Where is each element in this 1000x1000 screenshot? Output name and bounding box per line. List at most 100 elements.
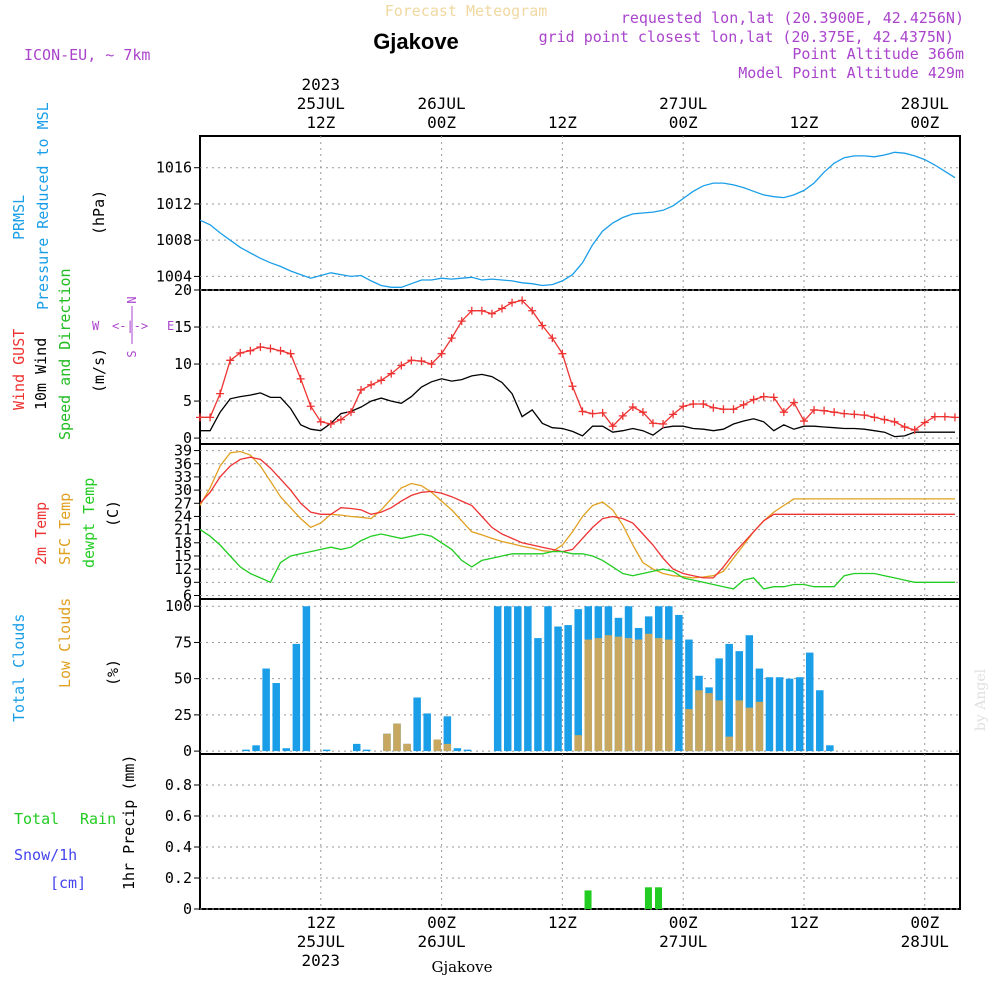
wind-gust-marker	[709, 403, 718, 412]
total-cloud-bar	[322, 749, 331, 752]
total-cloud-bar	[745, 635, 754, 752]
total-cloud-bar	[785, 678, 794, 752]
y-tick-label: 24	[174, 507, 192, 525]
wind-10m-line	[200, 373, 955, 438]
y-tick-label: 9	[183, 573, 192, 591]
wind-gust-marker	[467, 306, 476, 315]
y-tick-label: 1012	[156, 195, 192, 213]
low-cloud-bar	[584, 639, 593, 752]
top-axis-label: 00Z	[427, 113, 456, 132]
wind-gust-marker	[739, 400, 748, 409]
wind-gust-marker	[306, 402, 315, 411]
y-tick-label: 75	[174, 633, 192, 651]
bottom-axis-label: 25JUL	[297, 932, 345, 951]
y-tick-label: 0.6	[165, 807, 192, 825]
wind-gust-marker	[357, 385, 366, 394]
y-tick-label: 5	[183, 392, 192, 410]
wind-gust-marker	[880, 415, 889, 424]
wind-gust-marker	[326, 420, 335, 429]
wind-panel-frame	[199, 289, 961, 445]
y-tick-label: 36	[174, 455, 192, 473]
sfc-temp-line	[199, 450, 955, 579]
y-tick-label: 0	[183, 900, 192, 918]
rain-bar	[584, 890, 592, 909]
total-cloud-bar	[363, 749, 371, 752]
y-tick-label: 18	[174, 534, 192, 552]
low-cloud-bar	[433, 739, 442, 752]
bottom-axis-label: 00Z	[669, 913, 698, 932]
temp-sfc-label: SFC Temp	[56, 493, 74, 565]
pressure-panel-frame	[199, 135, 961, 291]
total-cloud-bar	[242, 749, 250, 752]
total-cloud-bar	[725, 643, 733, 752]
y-tick-label: 0.8	[165, 776, 192, 794]
wind-gust-line	[200, 299, 956, 431]
precip-total-label: Total	[14, 810, 59, 828]
compass-n: N	[125, 296, 139, 303]
wind-gust-marker	[588, 409, 597, 418]
rain-bar	[644, 887, 652, 909]
wind-gust-marker	[900, 422, 909, 431]
top-axis-label: 00Z	[910, 113, 939, 132]
wind-gust-marker	[830, 408, 839, 417]
total-cloud-bar	[413, 697, 421, 752]
y-tick-label: 10	[174, 355, 192, 373]
wind-gust-marker	[246, 346, 255, 355]
wind-gust-marker	[548, 334, 557, 343]
low-cloud-bar	[383, 733, 391, 752]
low-cloud-bar	[665, 639, 673, 752]
low-cloud-bar	[614, 636, 623, 752]
wind-gust-marker	[377, 376, 386, 385]
y-tick-label: 0	[183, 429, 192, 447]
total-cloud-bar	[443, 716, 452, 752]
low-cloud-bar	[634, 639, 643, 752]
wind-gust-marker	[397, 361, 406, 370]
y-tick-label: 12	[174, 560, 192, 578]
wind-gust-marker	[437, 349, 446, 358]
cloud-unit: (%)	[104, 659, 122, 686]
top-axis-label: 00Z	[669, 113, 698, 132]
total-cloud-bar	[554, 626, 562, 752]
wind-gust-marker	[749, 395, 758, 404]
wind-gust-marker	[528, 306, 537, 315]
wind-gust-marker	[276, 346, 285, 355]
wind-gust-marker	[860, 411, 869, 420]
bottom-axis-label: 00Z	[910, 913, 939, 932]
wind-gust-marker	[810, 405, 819, 414]
total-cloud-bar	[826, 745, 834, 752]
wind-gust-marker	[558, 349, 567, 358]
total-cloud-bar	[503, 606, 512, 752]
wind-gust-marker	[578, 407, 587, 416]
wind-gust-marker	[407, 356, 416, 365]
total-cloud-bar	[564, 625, 572, 752]
bottom-axis-label: 12Z	[790, 913, 819, 932]
y-tick-label: 1004	[156, 267, 192, 285]
total-cloud-bar	[765, 677, 774, 752]
total-cloud-bar	[352, 743, 361, 752]
y-tick-label: 15	[174, 318, 192, 336]
bottom-axis-label: 2023	[302, 951, 341, 970]
total-cloud-bar	[574, 609, 582, 752]
wind-gust-marker	[487, 309, 496, 318]
top-axis-label: 12Z	[548, 113, 577, 132]
wind-direction-label: Speed and Direction	[56, 268, 74, 440]
compass-s: S	[125, 350, 139, 357]
wind-gust-marker	[296, 374, 305, 383]
y-tick-label: 27	[174, 494, 192, 512]
y-tick-label: 25	[174, 706, 192, 724]
chart-title: Forecast Meteogram	[385, 2, 548, 20]
wind-gust-marker	[538, 321, 547, 330]
wind-gust-marker	[457, 317, 466, 326]
low-cloud-bar	[755, 701, 764, 752]
y-tick-label: 15	[174, 547, 192, 565]
low-cloud-bar	[745, 707, 754, 752]
wind-gust-marker	[779, 408, 788, 417]
total-cloud-bar	[675, 614, 683, 752]
low-cloud-bar	[443, 743, 452, 752]
temp-2m-label: 2m Temp	[32, 502, 50, 565]
wind-unit: (m/s)	[90, 348, 108, 393]
low-cloud-bar	[594, 638, 603, 752]
wind-gust-marker	[910, 425, 919, 434]
grid-point-coords: grid point closest lon,lat (20.375E, 42.…	[539, 28, 954, 46]
total-cloud-bar	[423, 713, 431, 752]
